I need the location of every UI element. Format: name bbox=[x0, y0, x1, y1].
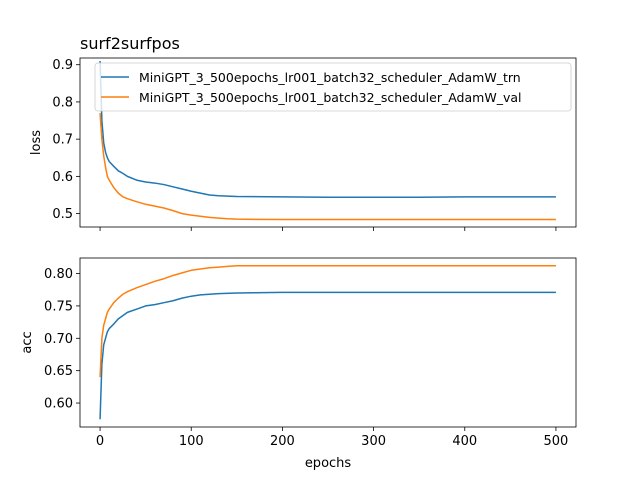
acc-y-tick-label: 0.60 bbox=[44, 397, 73, 412]
acc-x-tick-label: 0 bbox=[96, 434, 104, 449]
loss-y-ticks: 0.5 0.6 0.7 0.8 0.9 bbox=[52, 58, 80, 222]
acc-series-line-trn bbox=[99, 291, 556, 420]
acc-x-tick-label: 100 bbox=[179, 434, 204, 449]
legend-label-val: MiniGPT_3_500epochs_lr001_batch32_schedu… bbox=[139, 90, 521, 105]
acc-x-tick-label: 200 bbox=[270, 434, 295, 449]
loss-x-ticks bbox=[99, 227, 557, 231]
legend: MiniGPT_3_500epochs_lr001_batch32_schedu… bbox=[94, 62, 572, 112]
loss-series-line-trn bbox=[99, 60, 556, 198]
acc-series-line-val bbox=[99, 265, 556, 378]
loss-y-axis-label: loss bbox=[29, 130, 44, 155]
loss-y-tick-label: 0.8 bbox=[52, 95, 73, 110]
acc-subplot: 0 100 200 300 400 500 0.60 0.65 0.70 0.75 0.80 ac… bbox=[20, 257, 577, 471]
loss-y-tick-label: 0.6 bbox=[52, 170, 73, 185]
acc-y-tick-label: 0.70 bbox=[44, 332, 73, 347]
acc-series-lines bbox=[99, 265, 556, 420]
loss-subplot: surf2surfpos 0.5 0.6 0.7 0.8 0.9 loss MiniGP… bbox=[29, 34, 577, 231]
loss-axes-frame bbox=[79, 57, 577, 228]
acc-y-tick-label: 0.80 bbox=[44, 267, 73, 282]
acc-y-ticks: 0.60 0.65 0.70 0.75 0.80 bbox=[44, 267, 80, 412]
acc-y-tick-label: 0.75 bbox=[44, 299, 73, 314]
loss-series-lines bbox=[99, 60, 556, 221]
loss-y-tick-label: 0.5 bbox=[52, 207, 73, 222]
loss-series-line-val bbox=[99, 113, 556, 221]
acc-x-tick-label: 400 bbox=[452, 434, 477, 449]
loss-y-tick-label: 0.9 bbox=[52, 58, 73, 73]
acc-axes-frame bbox=[79, 257, 577, 428]
acc-x-tick-label: 500 bbox=[544, 434, 569, 449]
acc-x-ticks: 0 100 200 300 400 500 bbox=[96, 427, 568, 449]
legend-frame bbox=[94, 62, 572, 112]
acc-x-tick-label: 300 bbox=[361, 434, 386, 449]
loss-y-tick-label: 0.7 bbox=[52, 133, 73, 148]
x-axis-label: epochs bbox=[305, 456, 352, 471]
legend-label-trn: MiniGPT_3_500epochs_lr001_batch32_schedu… bbox=[139, 70, 521, 85]
acc-y-tick-label: 0.65 bbox=[44, 364, 73, 379]
acc-y-axis-label: acc bbox=[20, 331, 35, 353]
chart-title: surf2surfpos bbox=[80, 34, 180, 53]
